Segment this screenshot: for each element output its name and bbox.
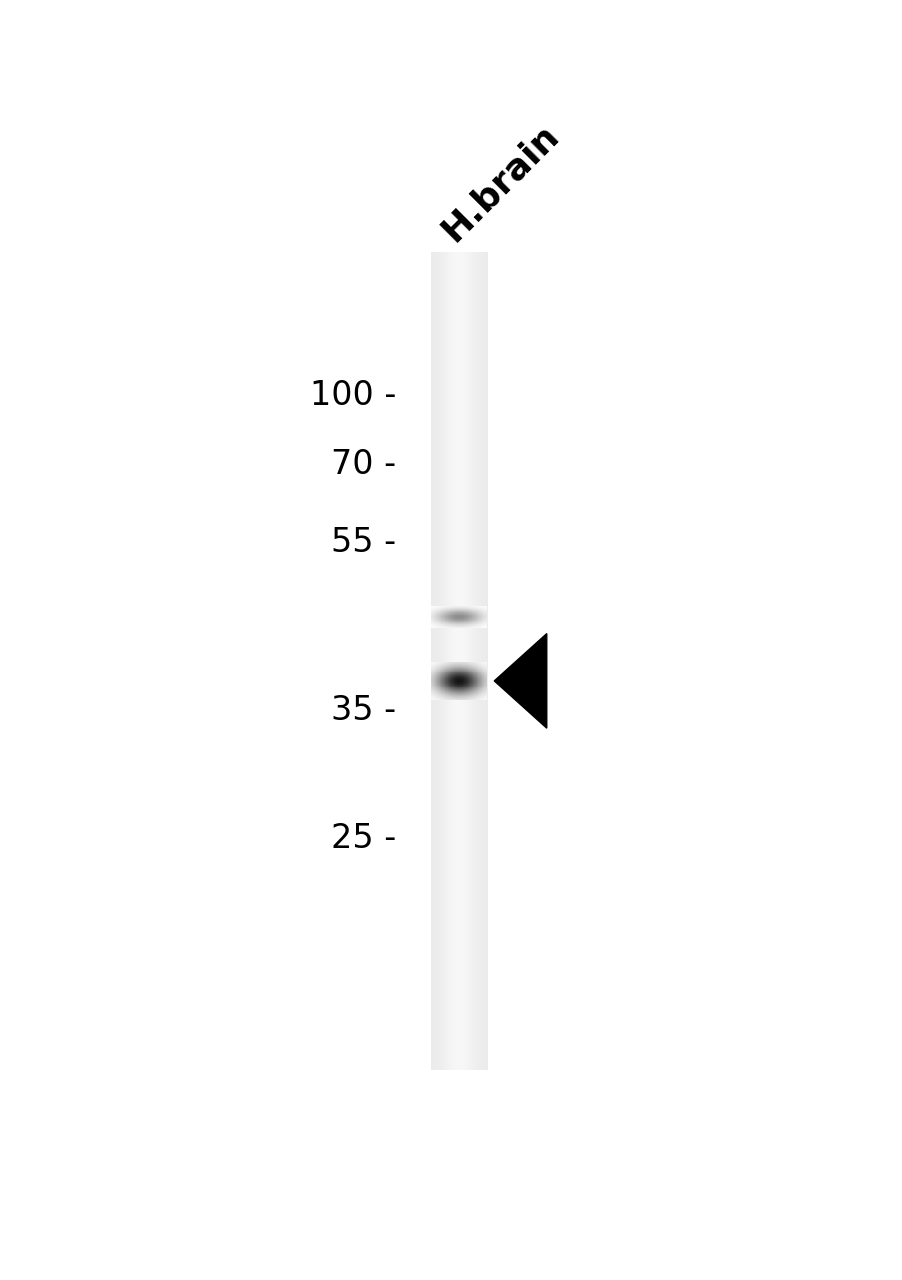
Text: 70 -: 70 - [331,448,396,480]
Bar [450,252,452,1070]
Bar [453,252,455,1070]
Bar [472,252,474,1070]
Bar [459,252,461,1070]
Bar [478,252,479,1070]
Bar [435,252,436,1070]
Bar [450,252,451,1070]
Bar [443,252,444,1070]
Bar [474,252,476,1070]
Bar [480,252,481,1070]
Text: 35 -: 35 - [331,694,396,727]
Bar [463,252,465,1070]
Text: 55 -: 55 - [331,526,396,559]
Bar [446,252,447,1070]
Text: H.brain: H.brain [435,116,565,247]
Bar [437,252,439,1070]
Bar [463,252,464,1070]
Bar [453,252,454,1070]
Bar [466,252,468,1070]
Bar [431,252,433,1070]
Bar [440,252,441,1070]
Bar [475,252,477,1070]
Bar [481,252,483,1070]
Bar [444,252,446,1070]
Bar [470,252,472,1070]
Bar [479,252,481,1070]
Bar [456,252,457,1070]
Bar [473,252,474,1070]
Bar [432,252,434,1070]
Bar [471,252,472,1070]
Bar [457,252,459,1070]
Bar [482,252,483,1070]
Bar [436,252,437,1070]
Bar [438,252,440,1070]
Bar [441,252,443,1070]
Text: 100 -: 100 - [309,379,396,412]
Bar [468,252,470,1070]
Polygon shape [493,634,547,728]
Bar [484,252,486,1070]
Bar [454,252,456,1070]
Bar [458,252,459,1070]
Bar [446,252,448,1070]
Bar [433,252,435,1070]
Bar [455,252,456,1070]
Bar [472,252,473,1070]
Bar [485,252,487,1070]
Bar [460,252,462,1070]
Bar [469,252,471,1070]
Bar [459,252,460,1070]
Bar [462,252,463,1070]
Bar [476,252,478,1070]
Bar [451,252,453,1070]
Bar [477,252,478,1070]
Bar [442,252,444,1070]
Bar [474,252,475,1070]
Bar [484,252,485,1070]
Bar [478,252,480,1070]
Bar [440,252,442,1070]
Bar [483,252,484,1070]
Bar [444,252,445,1070]
Bar [456,252,458,1070]
Bar [434,252,435,1070]
Bar [437,252,438,1070]
Bar [439,252,440,1070]
Bar [445,252,446,1070]
Bar [435,252,437,1070]
Text: 25 -: 25 - [331,822,396,855]
Bar [449,252,450,1070]
Bar [468,252,469,1070]
Bar [483,252,484,1070]
Bar [467,252,468,1070]
Bar [431,252,487,1070]
Bar [486,252,487,1070]
Bar [461,252,463,1070]
Bar [465,252,466,1070]
Bar [481,252,482,1070]
Bar [447,252,449,1070]
Bar [464,252,465,1070]
Bar [465,252,467,1070]
Bar [448,252,450,1070]
Bar [452,252,453,1070]
Bar [431,252,432,1070]
